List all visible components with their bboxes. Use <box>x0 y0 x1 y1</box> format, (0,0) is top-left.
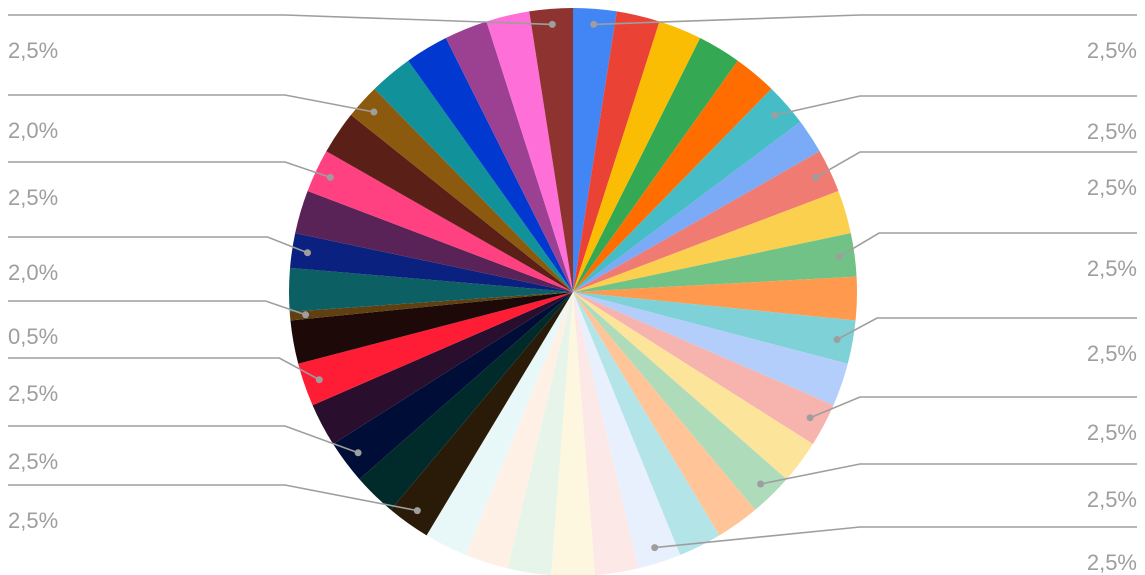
pie-slice-35 <box>307 151 573 292</box>
leader-dot-left-4 <box>304 249 311 257</box>
pie-slice-31 <box>289 292 573 321</box>
pie-slice-28 <box>312 292 573 445</box>
leader-line-left-2 <box>8 94 375 113</box>
leader-dot-left-7 <box>354 449 362 457</box>
pie-slice-13 <box>573 292 848 406</box>
leader-line-right-5 <box>836 317 1137 341</box>
leader-dot-left-1 <box>548 20 556 28</box>
pie-slice-11 <box>573 276 857 321</box>
data-label-right-4: 2,5% <box>1087 256 1137 281</box>
pie-slice-20 <box>573 292 639 575</box>
data-label-left-3: 2,5% <box>8 185 58 210</box>
leader-line-right-3 <box>815 151 1137 179</box>
data-label-left-1: 2,5% <box>8 38 58 63</box>
leader-dot-right-7 <box>757 480 765 488</box>
leader-line-left-5 <box>8 300 306 316</box>
leader-line-left-4 <box>8 236 308 254</box>
data-label-right-5: 2,5% <box>1087 341 1137 366</box>
pie-slice-6 <box>573 88 801 292</box>
data-label-left-7: 2,5% <box>8 449 58 474</box>
pie-slice-1 <box>573 7 617 292</box>
leader-line-right-8 <box>654 526 1137 549</box>
pie-slice-29 <box>298 292 573 406</box>
pie-slice-8 <box>573 151 839 292</box>
leader-dot-left-5 <box>302 311 310 319</box>
leader-line-left-8 <box>8 484 418 512</box>
leader-line-left-6 <box>8 357 320 381</box>
leader-line-right-7 <box>760 463 1137 485</box>
pie-slice-26 <box>359 292 573 510</box>
pie-slice-14 <box>573 292 834 445</box>
leader-dot-right-3 <box>812 173 820 181</box>
pie-slice-30 <box>290 292 573 364</box>
pie-slice-38 <box>374 60 573 293</box>
leader-dot-right-5 <box>833 336 841 343</box>
pie-slice-24 <box>426 292 573 556</box>
pie-slice-19 <box>573 292 681 569</box>
leader-dot-right-8 <box>651 544 659 552</box>
leader-dot-right-1 <box>590 20 598 28</box>
pie-slice-18 <box>573 292 720 556</box>
pie-slice-21 <box>551 292 595 575</box>
pie-slice-23 <box>465 292 573 569</box>
data-label-left-6: 2,5% <box>8 381 58 406</box>
leader-dot-left-2 <box>370 108 378 116</box>
data-label-right-8: 2,5% <box>1087 550 1137 575</box>
leader-dot-left-6 <box>315 376 323 384</box>
data-label-right-7: 2,5% <box>1087 487 1137 512</box>
data-label-right-3: 2,5% <box>1087 175 1137 200</box>
pie-slice-33 <box>290 233 573 292</box>
pie-slice-34 <box>295 190 573 292</box>
pie-slice-16 <box>573 292 787 510</box>
pie-slice-12 <box>573 292 856 364</box>
pie-slice-40 <box>445 21 573 292</box>
data-label-left-8: 2,5% <box>8 508 58 533</box>
pie-slice-10 <box>573 233 857 292</box>
leader-dot-left-3 <box>326 173 334 181</box>
leader-line-right-4 <box>838 232 1137 258</box>
leader-dot-left-8 <box>413 507 421 515</box>
pie-slice-3 <box>573 21 701 292</box>
pie-slice-15 <box>573 292 813 480</box>
leader-line-left-3 <box>8 161 331 179</box>
data-label-left-2: 2,0% <box>8 118 58 143</box>
leader-dot-right-2 <box>771 111 779 119</box>
pie-slice-7 <box>573 121 820 292</box>
leader-line-left-7 <box>8 425 359 454</box>
pie-slice-32 <box>289 267 573 312</box>
pie-slices <box>289 7 857 575</box>
pie-slice-39 <box>408 38 573 293</box>
pie-slice-36 <box>326 114 573 293</box>
pie-slice-4 <box>573 38 738 293</box>
data-label-right-6: 2,5% <box>1087 420 1137 445</box>
leader-lines <box>8 14 1137 552</box>
leader-line-left-1 <box>8 14 553 26</box>
leader-line-right-6 <box>809 396 1137 419</box>
pie-slice-41 <box>486 11 573 292</box>
leader-dot-right-6 <box>806 414 814 422</box>
leader-dot-right-4 <box>835 253 843 261</box>
data-label-left-4: 2,0% <box>8 260 58 285</box>
pie-slice-37 <box>350 88 573 292</box>
pie-slice-25 <box>390 292 573 536</box>
leader-line-right-1 <box>593 14 1137 26</box>
data-label-right-2: 2,5% <box>1087 119 1137 144</box>
data-label-right-1: 2,5% <box>1087 38 1137 63</box>
pie-slice-42 <box>529 7 573 292</box>
pie-slice-2 <box>573 11 660 292</box>
pie-slice-22 <box>507 292 573 575</box>
data-labels: 2,5% 2,5% 2,5% 2,5% 2,5% 2,5% 2,5% 2,5% 2,5% 2,0%… <box>8 38 1137 575</box>
data-label-left-5: 0,5% <box>8 324 58 349</box>
pie-slice-9 <box>573 190 851 292</box>
leader-line-right-2 <box>774 95 1137 116</box>
pie-slice-5 <box>573 60 772 293</box>
pie-slice-17 <box>573 292 756 536</box>
pie-slice-27 <box>333 292 573 480</box>
